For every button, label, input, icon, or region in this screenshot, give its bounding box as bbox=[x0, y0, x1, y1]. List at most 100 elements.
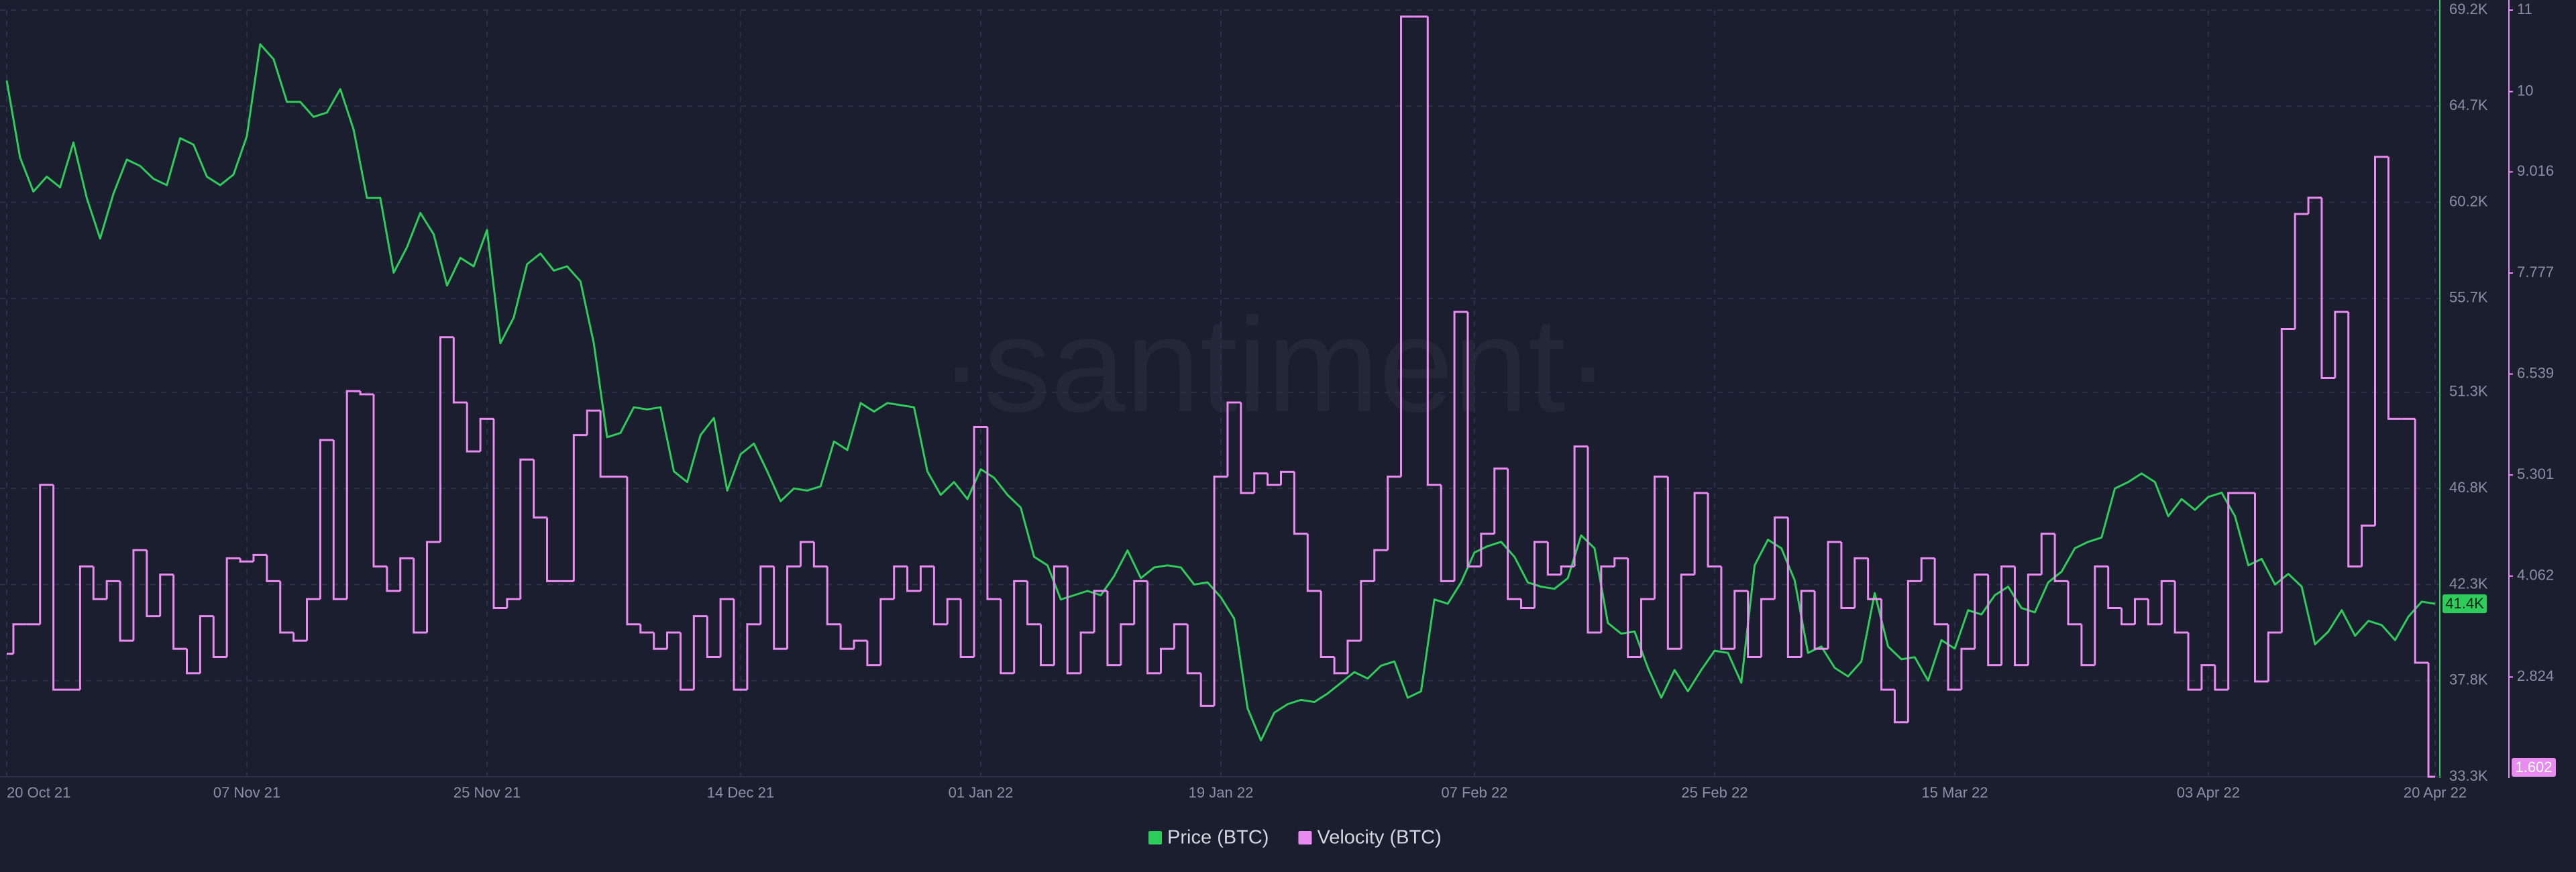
x-tick-label: 07 Feb 22 bbox=[1441, 784, 1507, 801]
velocity-step bbox=[1373, 549, 1388, 582]
velocity-step bbox=[212, 616, 227, 658]
velocity-step bbox=[345, 390, 361, 600]
velocity-step bbox=[399, 557, 414, 591]
velocity-step bbox=[1840, 541, 1855, 609]
velocity-step bbox=[1226, 401, 1241, 477]
x-tick-label: 20 Oct 21 bbox=[7, 784, 70, 801]
velocity-step bbox=[1693, 492, 1708, 575]
velocity-step bbox=[919, 565, 934, 591]
velocity-step bbox=[906, 566, 921, 592]
velocity-step bbox=[1159, 647, 1175, 673]
velocity-step bbox=[1493, 468, 1508, 534]
velocity-step bbox=[866, 641, 881, 667]
velocity-step bbox=[239, 558, 254, 563]
y-tick-label: 69.2K bbox=[2449, 1, 2488, 17]
velocity-step bbox=[306, 598, 321, 641]
velocity-step bbox=[132, 549, 147, 641]
velocity-step bbox=[1760, 598, 1775, 657]
y-tick-label: 51.3K bbox=[2449, 383, 2488, 400]
velocity-step bbox=[1387, 476, 1401, 551]
velocity-step bbox=[773, 566, 788, 650]
velocity-step bbox=[1093, 590, 1108, 633]
velocity-step bbox=[1786, 517, 1802, 658]
velocity-step bbox=[812, 541, 828, 567]
velocity-step bbox=[986, 427, 1001, 600]
y2-tick-label: 2.824 bbox=[2517, 667, 2554, 684]
velocity-step bbox=[225, 557, 241, 657]
velocity-step bbox=[719, 598, 735, 657]
velocity-step bbox=[2013, 566, 2029, 667]
velocity-step bbox=[1346, 639, 1361, 673]
velocity-step bbox=[506, 598, 521, 608]
velocity-step bbox=[439, 336, 454, 542]
velocity-step bbox=[853, 639, 867, 649]
velocity-step bbox=[172, 574, 187, 650]
velocity-step bbox=[2080, 624, 2095, 667]
velocity-step bbox=[2227, 492, 2242, 690]
velocity-step bbox=[1827, 541, 1841, 649]
velocity-step bbox=[572, 434, 588, 582]
velocity-step bbox=[1480, 533, 1495, 567]
x-tick-label: 07 Nov 21 bbox=[213, 784, 280, 801]
velocity-step bbox=[1960, 647, 1975, 690]
velocity-step bbox=[2320, 197, 2335, 380]
velocity-step bbox=[746, 623, 761, 690]
velocity-step bbox=[466, 402, 481, 453]
legend-swatch bbox=[1298, 831, 1312, 844]
velocity-step bbox=[2387, 156, 2402, 420]
velocity-step bbox=[1800, 590, 1815, 657]
velocity-step bbox=[679, 632, 694, 691]
velocity-step bbox=[692, 615, 708, 690]
velocity-step bbox=[2027, 574, 2042, 665]
velocity-step bbox=[879, 598, 894, 665]
y-tick-label: 33.3K bbox=[2449, 767, 2488, 784]
velocity-step bbox=[319, 439, 334, 600]
velocity-step bbox=[1893, 690, 1909, 724]
velocity-step bbox=[1854, 557, 1868, 608]
velocity-step bbox=[946, 598, 961, 624]
value-badge-label: 1.602 bbox=[2515, 759, 2552, 775]
velocity-step bbox=[2160, 580, 2176, 624]
x-tick-label: 19 Jan 22 bbox=[1189, 784, 1254, 801]
velocity-step bbox=[1240, 402, 1254, 494]
velocity-step bbox=[1680, 574, 1695, 649]
velocity-step bbox=[1546, 541, 1562, 576]
velocity-step bbox=[2200, 664, 2215, 690]
velocity-step bbox=[1533, 541, 1548, 608]
velocity-step bbox=[706, 616, 721, 658]
velocity-step bbox=[1280, 470, 1295, 485]
velocity-step bbox=[626, 476, 641, 626]
y-tick-label: 64.7K bbox=[2449, 97, 2488, 113]
velocity-step bbox=[1773, 516, 1788, 600]
velocity-step bbox=[639, 624, 654, 634]
velocity-step bbox=[893, 565, 908, 600]
velocity-step bbox=[1507, 468, 1521, 600]
velocity-step bbox=[39, 484, 54, 624]
velocity-step bbox=[2267, 631, 2282, 682]
x-tick-label: 14 Dec 21 bbox=[707, 784, 774, 801]
velocity-step bbox=[146, 550, 160, 618]
velocity-step bbox=[492, 419, 507, 609]
velocity-step bbox=[826, 566, 841, 626]
value-badge bbox=[2443, 594, 2487, 614]
velocity-step bbox=[733, 599, 747, 691]
velocity-step bbox=[1560, 565, 1575, 575]
velocity-step bbox=[426, 541, 441, 633]
velocity-step bbox=[799, 541, 814, 567]
velocity-step bbox=[2253, 493, 2269, 683]
velocity-step bbox=[1933, 558, 1949, 626]
velocity-step bbox=[1587, 446, 1601, 634]
y2-tick-label: 11 bbox=[2517, 1, 2532, 17]
y2-tick-label: 6.539 bbox=[2517, 364, 2554, 381]
velocity-step bbox=[2094, 565, 2108, 665]
velocity-step bbox=[2334, 311, 2349, 378]
y-tick-label: 55.7K bbox=[2449, 289, 2488, 306]
velocity-step bbox=[786, 565, 801, 649]
velocity-step bbox=[1453, 311, 1468, 582]
velocity-step bbox=[279, 581, 294, 634]
velocity-step bbox=[479, 417, 494, 451]
velocity-step bbox=[78, 565, 94, 690]
velocity-step bbox=[1627, 558, 1642, 658]
